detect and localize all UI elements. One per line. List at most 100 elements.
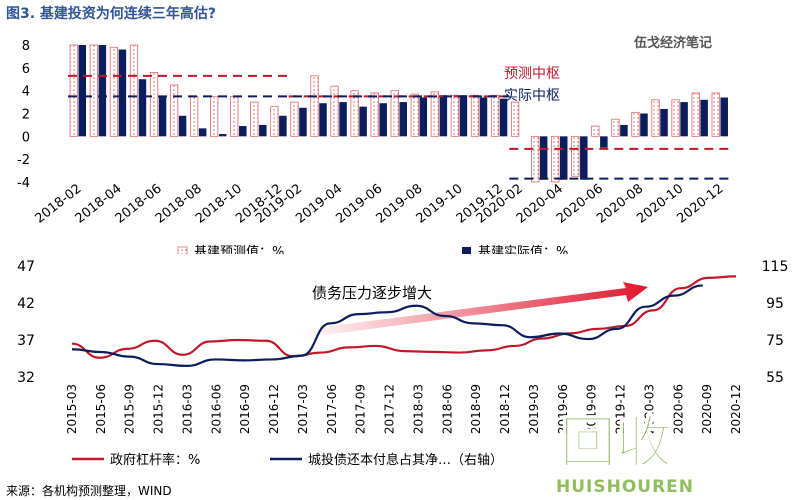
bar-forecast bbox=[169, 84, 179, 137]
bar-actual bbox=[640, 113, 648, 137]
bar-actual bbox=[178, 115, 187, 137]
bar-forecast bbox=[270, 106, 279, 137]
bar-forecast bbox=[490, 94, 500, 137]
bar-actual bbox=[279, 115, 287, 137]
right-axis-tick-label: 95 bbox=[766, 296, 784, 312]
legend-label-chengtou: 城投债还本付息占其净…（右轴） bbox=[308, 452, 503, 468]
legend-swatch-actual bbox=[462, 247, 471, 254]
brand-label: 伍戈经济笔记 bbox=[633, 35, 712, 51]
legend-label-leverage: 政府杠杆率：% bbox=[110, 452, 200, 468]
bar-forecast bbox=[210, 95, 219, 137]
left-axis-tick-label: 32 bbox=[17, 370, 35, 386]
bar-actual bbox=[299, 107, 307, 137]
bar-forecast bbox=[691, 92, 700, 137]
bar-actual bbox=[600, 136, 608, 148]
bar-actual bbox=[700, 99, 708, 137]
bar-actual bbox=[158, 96, 167, 137]
x-tick-label: 2019-06 bbox=[556, 384, 570, 434]
line-chengtou-debt-ratio bbox=[71, 284, 703, 368]
y-tick-label: -4 bbox=[17, 176, 30, 191]
x-tick-label: 2017-06 bbox=[325, 384, 339, 434]
bar-forecast bbox=[390, 90, 399, 137]
bar-forecast bbox=[310, 75, 319, 137]
bar-forecast bbox=[571, 135, 580, 177]
bar-actual bbox=[680, 102, 688, 137]
bar-forecast bbox=[671, 99, 680, 137]
bar-forecast bbox=[651, 99, 660, 137]
x-tick-label: 2017-03 bbox=[296, 384, 310, 434]
bar-forecast bbox=[470, 94, 480, 137]
x-tick-label: 2016-06 bbox=[209, 384, 223, 434]
y-tick-label: 6 bbox=[22, 62, 30, 77]
bar-forecast bbox=[350, 90, 359, 137]
x-tick-label: 2015-09 bbox=[123, 384, 137, 434]
bar-forecast bbox=[430, 91, 440, 137]
trend-arrow bbox=[300, 282, 648, 338]
left-axis-tick-label: 37 bbox=[17, 333, 35, 349]
x-tick-label: 2020-12 bbox=[729, 384, 743, 434]
y-tick-label: 4 bbox=[22, 85, 30, 100]
bar-actual bbox=[499, 98, 508, 137]
bar-forecast bbox=[370, 92, 379, 137]
trend-annotation: 债务压力逐步增大 bbox=[312, 284, 432, 302]
legend-label-actual: 基建实际值：% bbox=[478, 244, 568, 254]
legend-swatch-forecast bbox=[177, 246, 188, 254]
bar-actual bbox=[259, 124, 267, 137]
bar-actual bbox=[580, 136, 588, 180]
x-tick-label: 2020-03 bbox=[642, 384, 656, 434]
bar-forecast bbox=[450, 94, 460, 137]
bar-actual bbox=[459, 95, 468, 137]
bar-actual bbox=[479, 97, 488, 137]
bar-forecast bbox=[129, 44, 139, 137]
bar-actual bbox=[539, 136, 548, 180]
bar-forecast bbox=[149, 72, 159, 137]
x-tick-label: 2015-06 bbox=[94, 384, 108, 434]
bar-actual bbox=[218, 134, 227, 137]
x-tick-label: 2016-03 bbox=[180, 384, 194, 434]
x-tick-label: 2016-09 bbox=[238, 384, 252, 434]
x-tick-label: 2017-09 bbox=[354, 384, 368, 434]
line-chart: 债务压力逐步增大 47 42 37 32 115 95 75 55 2015-03 2015-… bbox=[17, 259, 788, 468]
page-title: 图3. 基建投资为何连续三年高估? bbox=[6, 6, 217, 22]
bar-actual bbox=[339, 102, 347, 137]
chart1-legend: 基建预测值：% 基建实际值：% bbox=[177, 244, 568, 254]
bar-forecast bbox=[410, 93, 419, 137]
x-tick-label: 2020-09 bbox=[700, 384, 714, 434]
bar-actual bbox=[620, 124, 628, 137]
bar-actual bbox=[359, 106, 367, 137]
bar-actual bbox=[239, 126, 247, 137]
x-tick-label: 2018-03 bbox=[411, 384, 425, 434]
ref-line-forecast-label: 预测中枢 bbox=[504, 66, 560, 82]
left-axis-tick-label: 47 bbox=[17, 259, 35, 275]
svg-text:回收: 回收 bbox=[560, 411, 672, 476]
bar-forecast bbox=[69, 44, 78, 137]
bar-actual bbox=[198, 128, 207, 137]
bar-forecast bbox=[189, 95, 199, 137]
x-tick-label: 2019-12 bbox=[614, 384, 628, 434]
bar-forecast bbox=[711, 92, 720, 137]
bar-actual bbox=[660, 108, 668, 137]
bar-forecast bbox=[531, 135, 540, 183]
right-axis-tick-label: 55 bbox=[766, 370, 784, 386]
x-tick-label: 2018-06 bbox=[440, 384, 454, 434]
bar-actual bbox=[78, 45, 87, 137]
chart2-legend: 政府杠杆率：% 城投债还本付息占其净…（右轴） bbox=[72, 452, 503, 468]
y-tick-label: -2 bbox=[17, 153, 30, 168]
bar-actual bbox=[319, 103, 327, 137]
watermark-logo: 回收 HUISHOUREN bbox=[556, 410, 693, 496]
x-tick-label: 2018-12 bbox=[498, 384, 512, 434]
y-tick-label: 8 bbox=[22, 39, 30, 54]
bar-actual bbox=[118, 49, 127, 137]
right-axis-tick-label: 75 bbox=[766, 333, 784, 349]
bar-forecast bbox=[230, 95, 239, 137]
x-tick-label: 2019-03 bbox=[527, 384, 541, 434]
bar-forecast bbox=[591, 125, 600, 137]
y-tick-label: 2 bbox=[22, 108, 30, 123]
bar-actual bbox=[559, 136, 568, 180]
x-tick-label: 2015-03 bbox=[65, 384, 79, 434]
bar-forecast bbox=[109, 46, 119, 137]
x-tick-label: 2020-06 bbox=[671, 384, 685, 434]
x-tick-label: 2016-12 bbox=[267, 384, 281, 434]
bar-forecast bbox=[631, 111, 640, 137]
